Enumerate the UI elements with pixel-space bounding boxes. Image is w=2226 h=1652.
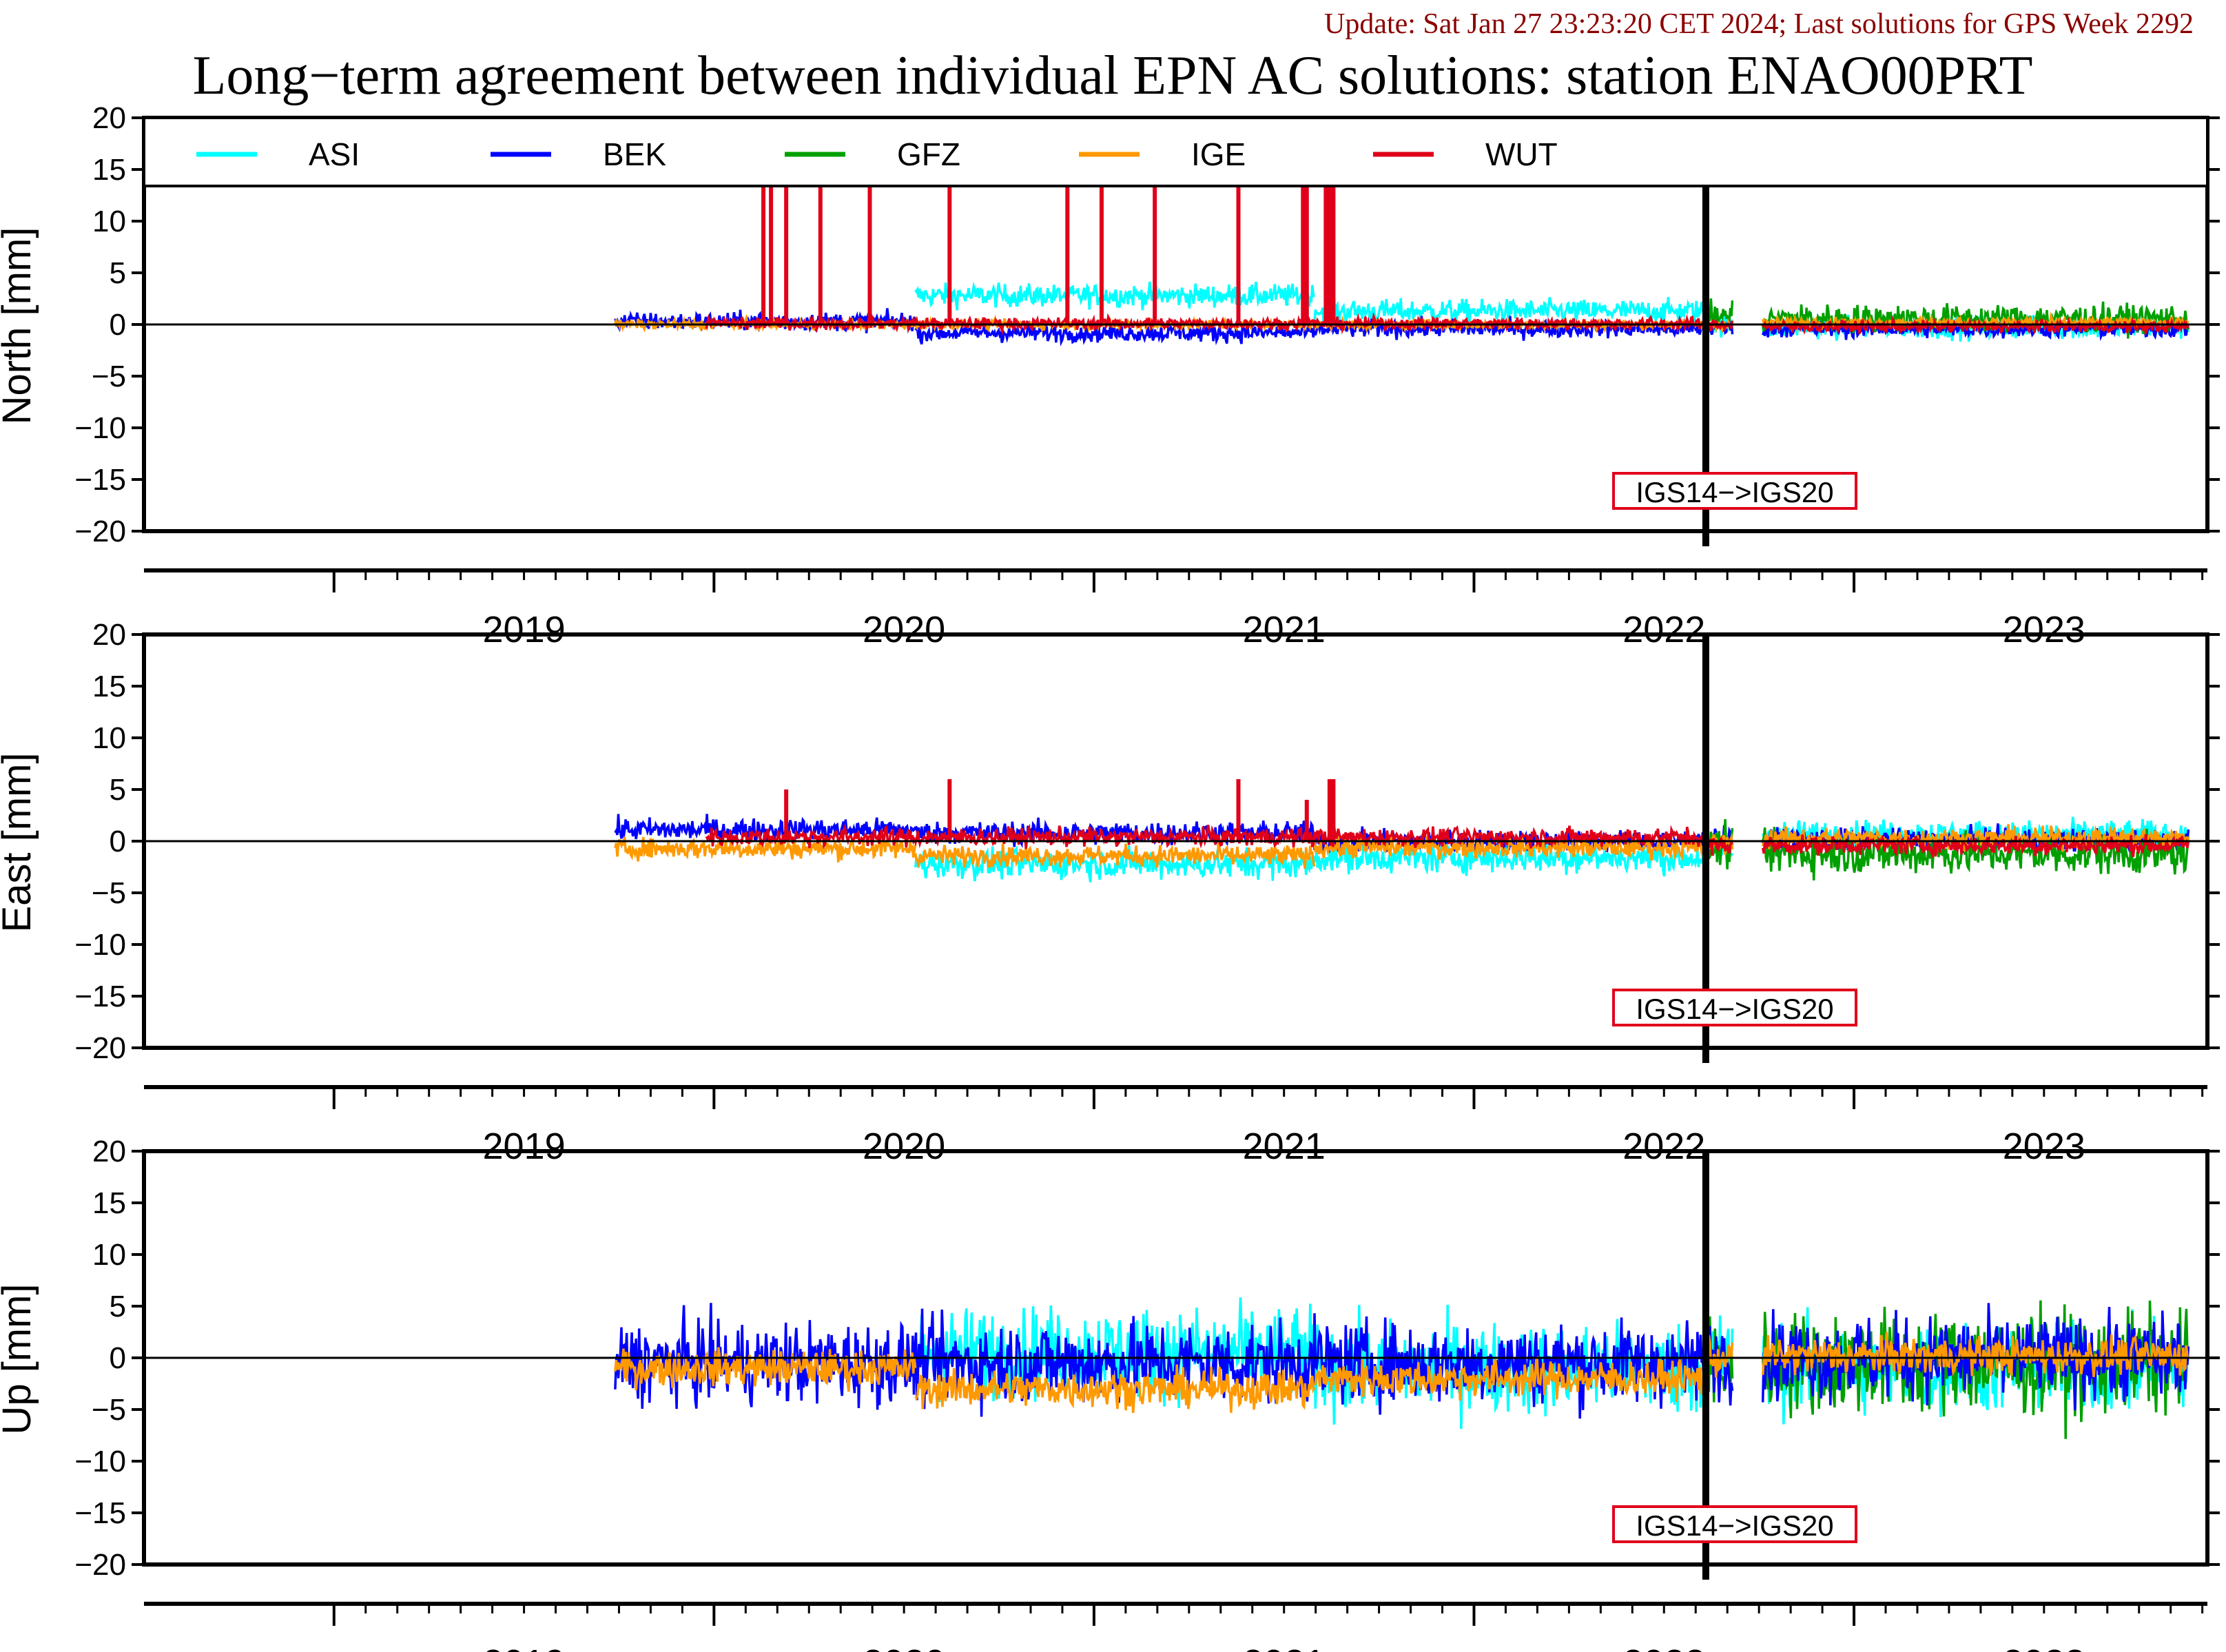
north-asi-line-1 xyxy=(1313,296,1707,326)
east-ytick-label-3: 5 xyxy=(110,773,126,807)
up-xtick-label-4: 2023 xyxy=(2003,1642,2085,1652)
east-event-box xyxy=(1612,989,1857,1026)
up-ytick-label-6: −10 xyxy=(74,1445,126,1478)
up-ytick-label-5: −5 xyxy=(92,1393,126,1427)
up-xtick-label-0: 2019 xyxy=(482,1642,565,1652)
up-ytick-label-2: 10 xyxy=(92,1238,126,1272)
east-xtick-label-1: 2020 xyxy=(863,1126,945,1167)
east-ytick-label-5: −5 xyxy=(92,876,126,910)
east-ytick-label-8: −20 xyxy=(74,1031,126,1065)
north-ytick-label-6: −10 xyxy=(74,411,126,445)
up-axes: 20 15 10 5 0 −5 −10 −15 −20 2019 2020 2021 2022 2023 xyxy=(74,1135,2220,1652)
legend-label-ige: IGE xyxy=(1191,136,1246,172)
east-series xyxy=(614,779,2190,882)
north-event: IGS14−>IGS20 xyxy=(1612,472,1857,510)
up-ige-line-1 xyxy=(914,1364,1316,1414)
east-ytick-label-2: 10 xyxy=(92,721,126,755)
up-ytick-label-3: 5 xyxy=(110,1290,126,1323)
east-ytick-label-4: 0 xyxy=(110,825,126,858)
east-wut-line-2 xyxy=(1761,834,2190,859)
north-axes: 20 15 10 5 0 −5 −10 −15 −20 2019 2020 2021 2022 2023 xyxy=(74,101,2220,650)
north-ytick-label-8: −20 xyxy=(74,515,126,548)
east-ige-line-0 xyxy=(614,836,917,863)
up-series xyxy=(614,1297,2190,1439)
east-event: IGS14−>IGS20 xyxy=(1612,989,1857,1026)
up-ytick-label-7: −15 xyxy=(74,1496,126,1530)
update-text: Update: Sat Jan 27 23:23:20 CET 2024; La… xyxy=(1324,8,2194,40)
up-ytick-label-4: 0 xyxy=(110,1341,126,1375)
east-asi-line-0 xyxy=(914,845,1316,882)
north-asi-line-0 xyxy=(914,281,1316,311)
up-event-label: IGS14−>IGS20 xyxy=(1636,1509,1833,1542)
north-xtick-label-3: 2022 xyxy=(1622,609,1705,650)
up-ytick-label-0: 20 xyxy=(92,1135,126,1168)
up-ige-line-3 xyxy=(1704,1334,1734,1378)
up-ytick-label-1: 15 xyxy=(92,1186,126,1220)
up-xtick-label-2: 2021 xyxy=(1243,1642,1326,1652)
north-xtick-label-1: 2020 xyxy=(863,609,945,650)
legend-label-bek: BEK xyxy=(603,136,666,172)
legend-label-asi: ASI xyxy=(309,136,360,172)
north-ytick-label-1: 15 xyxy=(92,153,126,187)
north-legend-box xyxy=(143,116,2209,187)
east-ige-line-1 xyxy=(914,841,1316,869)
north-xtick-label-2: 2021 xyxy=(1243,609,1326,650)
east-xtick-label-4: 2023 xyxy=(2003,1126,2085,1167)
north-ytick-label-0: 20 xyxy=(92,101,126,135)
east-event-label: IGS14−>IGS20 xyxy=(1636,993,1833,1025)
up-ige-line-2 xyxy=(1313,1355,1707,1403)
east-ylabel: East [mm] xyxy=(0,752,39,932)
up-xtick-label-1: 2020 xyxy=(863,1642,945,1652)
north-wut-line-0 xyxy=(705,311,1707,336)
east-xtick-label-0: 2019 xyxy=(482,1126,565,1167)
east-ytick-label-6: −10 xyxy=(74,928,126,962)
up-ytick-label-8: −20 xyxy=(74,1548,126,1582)
east-ytick-label-1: 15 xyxy=(92,670,126,703)
east-xtick-label-2: 2021 xyxy=(1243,1126,1326,1167)
up-xtick-label-3: 2022 xyxy=(1622,1642,1705,1652)
up-ige-line-0 xyxy=(614,1347,917,1392)
north-bek-line-1 xyxy=(914,320,1316,347)
north-event-box xyxy=(1612,472,1857,510)
east-xtick-label-3: 2022 xyxy=(1622,1126,1705,1167)
north-legend: ASI BEK GFZ IGE WUT xyxy=(196,136,1558,172)
panel-up: Up [mm] 20151050−5−10−15−202019202020212… xyxy=(0,1135,2220,1652)
east-ige-line-2 xyxy=(1313,834,1707,861)
legend-label-gfz: GFZ xyxy=(897,136,960,172)
up-ylabel: Up [mm] xyxy=(0,1283,39,1434)
north-event-label: IGS14−>IGS20 xyxy=(1636,476,1833,508)
legend-label-wut: WUT xyxy=(1485,136,1558,172)
up-event: IGS14−>IGS20 xyxy=(1612,1505,1857,1543)
north-ytick-label-5: −5 xyxy=(92,360,126,393)
north-gfz-line-0 xyxy=(1704,298,1734,329)
east-ytick-label-0: 20 xyxy=(92,618,126,652)
east-ytick-label-7: −15 xyxy=(74,980,126,1013)
north-ylabel: North [mm] xyxy=(0,227,39,425)
north-ytick-label-7: −15 xyxy=(74,463,126,497)
north-ytick-label-3: 5 xyxy=(110,256,126,290)
chart-title: Long−term agreement between individual E… xyxy=(192,45,2032,106)
north-xtick-label-0: 2019 xyxy=(482,609,565,650)
north-ytick-label-2: 10 xyxy=(92,205,126,238)
east-asi-line-1 xyxy=(1313,840,1707,877)
up-event-box xyxy=(1612,1505,1857,1543)
north-ytick-label-4: 0 xyxy=(110,308,126,342)
east-axes: 20 15 10 5 0 −5 −10 −15 −20 2019 2020 2021 2022 2023 xyxy=(74,618,2220,1167)
north-xtick-label-4: 2023 xyxy=(2003,609,2085,650)
